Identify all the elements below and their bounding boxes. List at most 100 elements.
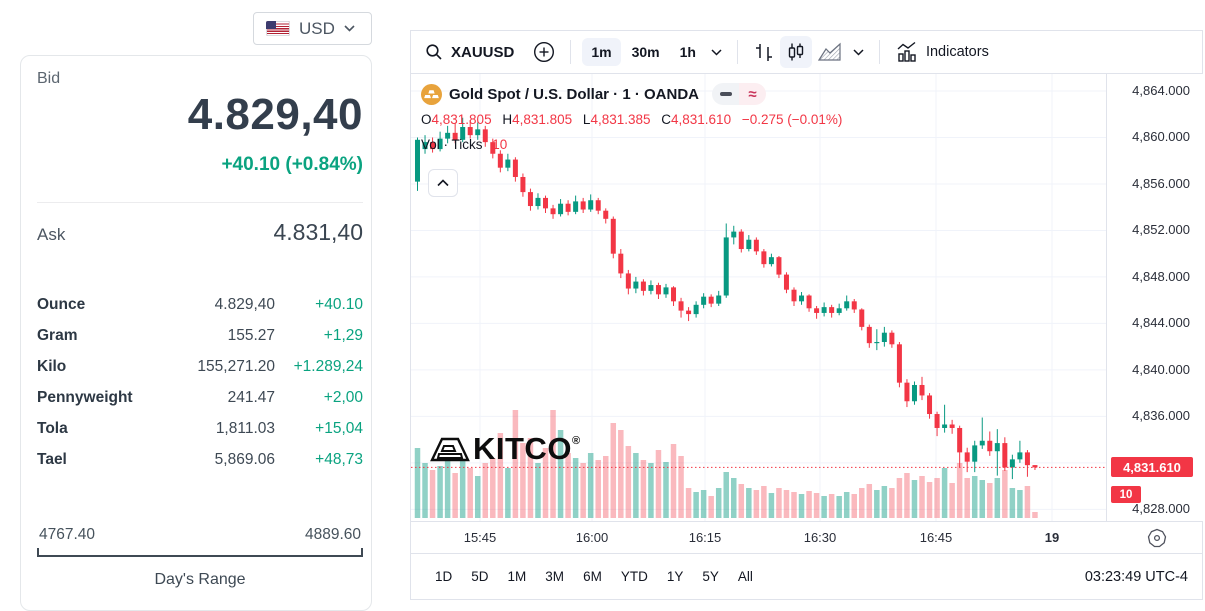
chevron-down-icon bbox=[711, 48, 722, 56]
price-axis-label: 4,840.000 bbox=[1132, 361, 1190, 377]
unit-val: 4.829,40 bbox=[214, 296, 275, 313]
style-menu-button[interactable] bbox=[848, 44, 869, 61]
indicators-button[interactable]: Indicators bbox=[890, 36, 994, 68]
unit-label: Tola bbox=[37, 420, 68, 437]
unit-chg: +1.289,24 bbox=[293, 358, 363, 375]
unit-chg: +15,04 bbox=[315, 420, 363, 437]
currency-selector[interactable]: USD bbox=[253, 12, 372, 45]
indicators-label: Indicators bbox=[925, 44, 989, 60]
high-value: 4,831.805 bbox=[512, 112, 573, 127]
ask-label: Ask bbox=[37, 225, 66, 244]
kitco-watermark: KITCO® bbox=[429, 431, 581, 466]
legend-title[interactable]: Gold Spot / U.S. Dollar · 1 · OANDA bbox=[449, 85, 700, 103]
last-volume-badge: 10 bbox=[1111, 486, 1141, 504]
time-axis-label: 16:00 bbox=[575, 530, 609, 545]
range-button-5Y[interactable]: 5Y bbox=[696, 565, 725, 588]
volume-readout: Vol · Ticks 10 bbox=[421, 137, 842, 152]
price-axis[interactable]: 4,864.000 4,860.000 4,856.000 4,852.000 4,84… bbox=[1106, 74, 1203, 521]
gold-coin-icon bbox=[421, 83, 442, 105]
plus-circle-icon bbox=[534, 41, 555, 63]
interval-button-1h[interactable]: 1h bbox=[671, 38, 705, 66]
interval-button-1m[interactable]: 1m bbox=[582, 38, 621, 66]
unit-label: Gram bbox=[37, 327, 78, 344]
price-axis-label: 4,836.000 bbox=[1132, 408, 1190, 424]
range-button-1M[interactable]: 1M bbox=[502, 565, 533, 588]
candlestick-chart[interactable] bbox=[411, 74, 1106, 521]
currency-label: USD bbox=[299, 18, 335, 38]
ask-row: Ask 4.831,40 bbox=[37, 219, 363, 246]
time-axis-label: 16:45 bbox=[919, 530, 953, 545]
minus-icon bbox=[719, 91, 732, 97]
chevron-down-icon bbox=[853, 48, 864, 56]
unit-price-table: Ounce 4.829,40 +40.10 Gram 155.27 +1,29 Kilo 15… bbox=[37, 296, 363, 482]
range-button-5D[interactable]: 5D bbox=[465, 565, 494, 588]
interval-button-30m[interactable]: 30m bbox=[623, 38, 669, 66]
compare-add-button[interactable] bbox=[528, 36, 560, 68]
price-axis-label: 4,848.000 bbox=[1132, 268, 1190, 284]
unit-row: Ounce 4.829,40 +40.10 bbox=[37, 296, 363, 327]
timezone-clock[interactable]: 03:23:49 UTC-4 bbox=[1084, 568, 1188, 585]
chart-toolbar: XAUUSD 1m 30m 1h bbox=[411, 31, 1202, 74]
range-button-3M[interactable]: 3M bbox=[539, 565, 570, 588]
unit-label: Ounce bbox=[37, 296, 86, 313]
range-button-6M[interactable]: 6M bbox=[577, 565, 608, 588]
chart-legend: Gold Spot / U.S. Dollar · 1 · OANDA ≈ O4… bbox=[421, 83, 842, 152]
kitco-goldbars-icon bbox=[430, 437, 470, 462]
us-flag-icon bbox=[266, 21, 290, 36]
indicators-icon bbox=[897, 41, 916, 62]
volume-label[interactable]: Vol · Ticks bbox=[421, 137, 483, 152]
unit-val: 155,271.20 bbox=[197, 358, 275, 375]
unit-val: 1,811.03 bbox=[215, 420, 275, 437]
days-range-label: Day's Range bbox=[154, 571, 246, 588]
time-axis-label: 16:15 bbox=[688, 530, 722, 545]
style-bars-button[interactable] bbox=[748, 36, 780, 68]
days-range-values: 4767.40 4889.60 bbox=[37, 526, 363, 544]
chevron-down-icon bbox=[344, 25, 355, 32]
price-axis-label: 4,856.000 bbox=[1132, 175, 1190, 191]
price-axis-label: 4,828.000 bbox=[1132, 501, 1190, 517]
kitco-logo-text: KITCO® bbox=[473, 431, 581, 466]
toolbar-separator bbox=[878, 40, 880, 64]
toolbar-separator bbox=[736, 40, 738, 64]
price-axis-label: 4,852.000 bbox=[1132, 222, 1190, 238]
time-axis[interactable]: 15:45 16:00 16:15 16:30 16:45 19 bbox=[411, 521, 1202, 553]
hide-series-toggle[interactable] bbox=[712, 83, 740, 105]
price-axis-label: 4,864.000 bbox=[1132, 83, 1190, 98]
style-area-button[interactable] bbox=[812, 36, 848, 68]
range-button-1Y[interactable]: 1Y bbox=[661, 565, 690, 588]
time-axis-label: 16:30 bbox=[803, 530, 837, 545]
price-axis-label: 4,844.000 bbox=[1132, 315, 1190, 331]
bars-chart-icon bbox=[755, 44, 772, 61]
chart-settings-icon[interactable] bbox=[1146, 527, 1168, 549]
unit-label: Pennyweight bbox=[37, 389, 133, 406]
range-high: 4889.60 bbox=[304, 526, 361, 543]
search-icon[interactable] bbox=[425, 43, 443, 61]
bid-label: Bid bbox=[37, 70, 61, 87]
bid-price: 4.829,40 bbox=[187, 90, 363, 139]
bid-change: +40.10 (+0.84%) bbox=[221, 154, 363, 175]
time-axis-label: 15:45 bbox=[463, 530, 497, 545]
unit-row: Tael 5,869.06 +48,73 bbox=[37, 451, 363, 482]
symbol-button[interactable]: XAUUSD bbox=[451, 43, 515, 61]
range-toolbar: 1D 5D 1M 3M 6M YTD 1Y 5Y All 03:23:49 UTC-4 bbox=[411, 553, 1202, 599]
style-candles-button[interactable] bbox=[779, 36, 812, 68]
range-button-YTD[interactable]: YTD bbox=[615, 565, 654, 588]
range-low: 4767.40 bbox=[39, 526, 96, 543]
range-button-1D[interactable]: 1D bbox=[429, 565, 458, 588]
chart-area: KITCO® Gold Spot / U.S. Dollar · 1 · OAN… bbox=[411, 74, 1203, 521]
unit-label: Kilo bbox=[37, 358, 67, 375]
tradingview-widget: XAUUSD 1m 30m 1h bbox=[410, 30, 1203, 600]
approx-price-icon[interactable]: ≈ bbox=[739, 83, 767, 105]
unit-chg: +48,73 bbox=[315, 451, 363, 468]
unit-row: Pennyweight 241.47 +2,00 bbox=[37, 389, 363, 420]
unit-label: Tael bbox=[37, 451, 67, 468]
interval-menu-button[interactable] bbox=[706, 44, 727, 61]
change-value: −0.275 (−0.01%) bbox=[741, 112, 843, 127]
range-buttons: 1D 5D 1M 3M 6M YTD 1Y 5Y All bbox=[429, 565, 766, 588]
open-value: 4,831.805 bbox=[431, 112, 492, 127]
volume-value: 10 bbox=[492, 137, 508, 152]
legend-collapse-button[interactable] bbox=[428, 169, 458, 197]
range-button-All[interactable]: All bbox=[732, 565, 759, 588]
ohlc-readout: O4,831.805 H4,831.805 L4,831.385 C4,831.… bbox=[421, 112, 843, 127]
unit-row: Gram 155.27 +1,29 bbox=[37, 327, 363, 358]
